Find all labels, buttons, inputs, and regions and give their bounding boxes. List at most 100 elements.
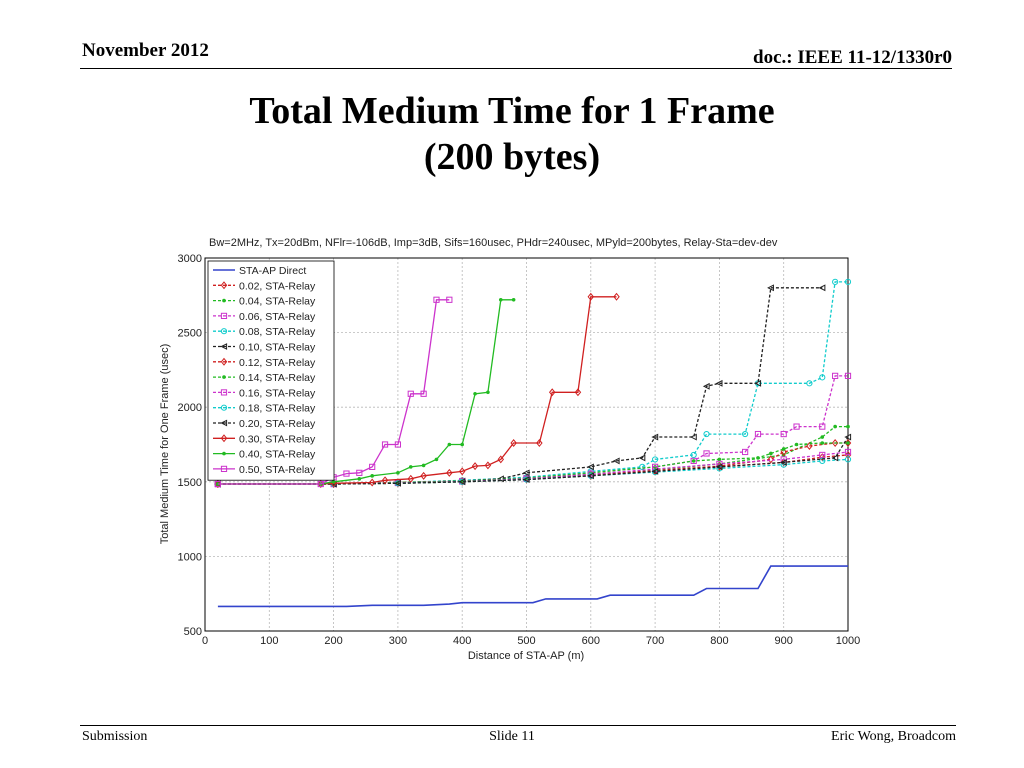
legend-label: 0.08, STA-Relay (239, 326, 316, 338)
footer-submission: Submission (82, 729, 148, 744)
data-point (612, 457, 620, 465)
data-point (818, 284, 826, 292)
data-point (779, 458, 787, 466)
legend-label: 0.16, STA-Relay (239, 387, 316, 399)
data-point (394, 479, 401, 487)
series-0 (217, 565, 848, 608)
data-point (420, 390, 427, 397)
data-point (356, 469, 363, 476)
data-point (832, 278, 839, 285)
data-point (780, 430, 787, 438)
data-point (498, 297, 503, 302)
data-point (587, 292, 595, 301)
x-tick-label: 400 (453, 635, 471, 647)
data-point (833, 424, 837, 429)
x-tick-label: 700 (646, 635, 664, 647)
data-point (220, 343, 228, 350)
slide-title-line1: Total Medium Time for 1 Frame (249, 90, 775, 132)
data-point (220, 357, 228, 366)
data-point (497, 455, 505, 464)
data-point (690, 457, 697, 465)
x-tick-label: 300 (389, 635, 407, 647)
data-point (715, 379, 723, 387)
data-point (754, 379, 762, 387)
data-point (473, 391, 477, 396)
data-point (820, 435, 825, 439)
data-point (702, 382, 710, 390)
data-point (447, 442, 452, 447)
data-point (368, 478, 376, 487)
data-point (220, 281, 228, 290)
data-point (370, 474, 374, 478)
data-point (742, 430, 749, 438)
data-point (220, 328, 228, 335)
data-point (471, 462, 479, 471)
data-point (689, 433, 697, 441)
data-point (806, 380, 813, 387)
data-point (434, 457, 439, 462)
legend-label: 0.10, STA-Relay (239, 342, 316, 354)
legend: STA-AP Direct 0.02, STA-Relay 0.04, STA-Re… (207, 260, 335, 481)
y-tick-label: 2500 (178, 328, 202, 340)
data-point (690, 451, 697, 459)
medium-time-chart: Bw=2MHz, Tx=20dBm, NFlr=-106dB, Imp=3dB,… (159, 237, 861, 662)
data-point (780, 458, 787, 467)
x-tick-label: 100 (260, 635, 278, 647)
y-tick-label: 3000 (178, 253, 202, 265)
data-point (638, 454, 646, 462)
data-point (510, 439, 517, 448)
data-point (220, 404, 228, 411)
legend-box (207, 260, 335, 481)
data-point (458, 467, 466, 476)
axis-ticks: 0 100 200 300 400 500 600 700 800 900 1000 500 1000 1… (178, 253, 861, 647)
y-tick-label: 1000 (178, 551, 202, 563)
legend-label: 0.18, STA-Relay (239, 403, 316, 415)
data-point (846, 424, 850, 429)
data-point (793, 423, 800, 430)
x-tick-label: 500 (517, 635, 535, 647)
x-tick-label: 200 (324, 635, 342, 647)
data-point (767, 284, 774, 292)
data-point (331, 480, 336, 484)
legend-label: 0.20, STA-Relay (239, 418, 316, 430)
x-tick-label: 0 (202, 635, 208, 647)
data-point (794, 442, 799, 447)
data-point (220, 434, 228, 443)
data-point (446, 468, 453, 477)
data-point (222, 298, 226, 303)
data-point (536, 439, 543, 448)
data-point (407, 474, 415, 483)
series-12 (216, 297, 516, 486)
data-point (780, 447, 787, 456)
data-point (317, 480, 324, 488)
y-tick-label: 1500 (178, 477, 202, 489)
data-point (844, 450, 852, 459)
data-point (214, 480, 221, 488)
legend-label: STA-AP Direct (239, 265, 306, 277)
data-point (220, 312, 228, 320)
data-point (844, 448, 852, 456)
data-point (522, 469, 530, 477)
data-point (220, 389, 228, 396)
data-point (756, 456, 760, 460)
data-point (396, 471, 400, 475)
x-tick-label: 1000 (836, 635, 860, 647)
series-line (217, 296, 617, 485)
data-point (844, 372, 852, 379)
footer-divider (80, 725, 956, 726)
slide-title: Total Medium Time for 1 Frame (200 bytes… (0, 88, 1024, 180)
data-point (511, 297, 516, 302)
data-point (781, 447, 786, 451)
data-point (408, 465, 413, 469)
data-point (446, 296, 453, 303)
data-point (767, 455, 775, 464)
data-point (831, 439, 839, 448)
legend-label: 0.30, STA-Relay (239, 433, 316, 445)
data-point (703, 430, 710, 438)
data-point (357, 477, 362, 481)
legend-label: 0.02, STA-Relay (239, 280, 316, 292)
x-tick-label: 600 (582, 635, 600, 647)
data-point (460, 442, 465, 447)
legend-label: 0.50, STA-Relay (239, 464, 316, 476)
data-point (222, 451, 226, 456)
